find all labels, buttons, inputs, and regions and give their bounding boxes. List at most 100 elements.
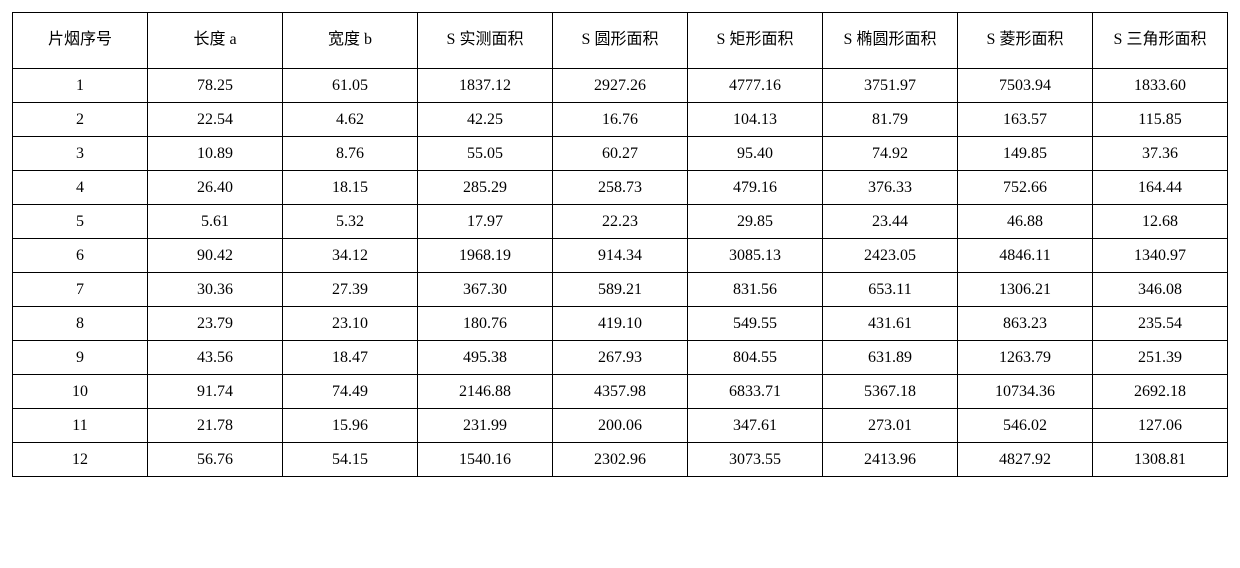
table-cell: 8 — [13, 307, 148, 341]
table-cell: 367.30 — [418, 273, 553, 307]
table-row: 1091.7474.492146.884357.986833.715367.18… — [13, 375, 1228, 409]
table-cell: 163.57 — [958, 103, 1093, 137]
table-cell: 3085.13 — [688, 239, 823, 273]
table-cell: 1308.81 — [1093, 443, 1228, 477]
table-cell: 54.15 — [283, 443, 418, 477]
table-cell: 21.78 — [148, 409, 283, 443]
table-cell: 1968.19 — [418, 239, 553, 273]
table-cell: 4777.16 — [688, 69, 823, 103]
table-row: 426.4018.15285.29258.73479.16376.33752.6… — [13, 171, 1228, 205]
table-cell: 1837.12 — [418, 69, 553, 103]
table-cell: 7503.94 — [958, 69, 1093, 103]
table-cell: 479.16 — [688, 171, 823, 205]
table-cell: 4827.92 — [958, 443, 1093, 477]
table-cell: 27.39 — [283, 273, 418, 307]
table-cell: 1833.60 — [1093, 69, 1228, 103]
table-cell: 2302.96 — [553, 443, 688, 477]
table-cell: 5 — [13, 205, 148, 239]
table-cell: 2423.05 — [823, 239, 958, 273]
table-cell: 2146.88 — [418, 375, 553, 409]
col-header-measured: S 实测面积 — [418, 13, 553, 69]
table-cell: 104.13 — [688, 103, 823, 137]
table-cell: 267.93 — [553, 341, 688, 375]
table-cell: 752.66 — [958, 171, 1093, 205]
table-cell: 258.73 — [553, 171, 688, 205]
table-cell: 10.89 — [148, 137, 283, 171]
table-cell: 55.05 — [418, 137, 553, 171]
col-header-length: 长度 a — [148, 13, 283, 69]
table-cell: 6 — [13, 239, 148, 273]
col-header-rhombus: S 菱形面积 — [958, 13, 1093, 69]
table-cell: 831.56 — [688, 273, 823, 307]
table-cell: 56.76 — [148, 443, 283, 477]
table-cell: 26.40 — [148, 171, 283, 205]
table-cell: 8.76 — [283, 137, 418, 171]
table-cell: 18.47 — [283, 341, 418, 375]
table-cell: 2692.18 — [1093, 375, 1228, 409]
table-cell: 23.44 — [823, 205, 958, 239]
table-cell: 251.39 — [1093, 341, 1228, 375]
col-header-index: 片烟序号 — [13, 13, 148, 69]
table-row: 222.544.6242.2516.76104.1381.79163.57115… — [13, 103, 1228, 137]
table-cell: 2927.26 — [553, 69, 688, 103]
table-cell: 347.61 — [688, 409, 823, 443]
table-cell: 7 — [13, 273, 148, 307]
table-cell: 91.74 — [148, 375, 283, 409]
table-cell: 653.11 — [823, 273, 958, 307]
col-header-circle: S 圆形面积 — [553, 13, 688, 69]
table-cell: 3 — [13, 137, 148, 171]
table-cell: 631.89 — [823, 341, 958, 375]
table-cell: 4846.11 — [958, 239, 1093, 273]
table-cell: 16.76 — [553, 103, 688, 137]
table-cell: 11 — [13, 409, 148, 443]
table-header: 片烟序号 长度 a 宽度 b S 实测面积 S 圆形面积 S 矩形面积 S 椭圆… — [13, 13, 1228, 69]
table-cell: 149.85 — [958, 137, 1093, 171]
table-cell: 2 — [13, 103, 148, 137]
table-cell: 37.36 — [1093, 137, 1228, 171]
table-cell: 231.99 — [418, 409, 553, 443]
table-cell: 285.29 — [418, 171, 553, 205]
table-cell: 4.62 — [283, 103, 418, 137]
table-body: 178.2561.051837.122927.264777.163751.977… — [13, 69, 1228, 477]
table-cell: 346.08 — [1093, 273, 1228, 307]
table-cell: 10 — [13, 375, 148, 409]
table-cell: 589.21 — [553, 273, 688, 307]
table-cell: 376.33 — [823, 171, 958, 205]
table-cell: 546.02 — [958, 409, 1093, 443]
table-cell: 22.54 — [148, 103, 283, 137]
table-cell: 863.23 — [958, 307, 1093, 341]
table-row: 823.7923.10180.76419.10549.55431.61863.2… — [13, 307, 1228, 341]
table-cell: 78.25 — [148, 69, 283, 103]
table-cell: 43.56 — [148, 341, 283, 375]
table-cell: 18.15 — [283, 171, 418, 205]
table-cell: 95.40 — [688, 137, 823, 171]
table-cell: 3751.97 — [823, 69, 958, 103]
table-cell: 2413.96 — [823, 443, 958, 477]
table-cell: 3073.55 — [688, 443, 823, 477]
table-cell: 164.44 — [1093, 171, 1228, 205]
table-cell: 74.49 — [283, 375, 418, 409]
data-table: 片烟序号 长度 a 宽度 b S 实测面积 S 圆形面积 S 矩形面积 S 椭圆… — [12, 12, 1228, 477]
table-cell: 273.01 — [823, 409, 958, 443]
table-cell: 6833.71 — [688, 375, 823, 409]
table-cell: 914.34 — [553, 239, 688, 273]
table-cell: 15.96 — [283, 409, 418, 443]
table-cell: 10734.36 — [958, 375, 1093, 409]
table-cell: 5.61 — [148, 205, 283, 239]
table-cell: 5367.18 — [823, 375, 958, 409]
table-cell: 495.38 — [418, 341, 553, 375]
table-cell: 4 — [13, 171, 148, 205]
table-cell: 9 — [13, 341, 148, 375]
table-cell: 29.85 — [688, 205, 823, 239]
table-row: 178.2561.051837.122927.264777.163751.977… — [13, 69, 1228, 103]
table-cell: 12.68 — [1093, 205, 1228, 239]
table-cell: 30.36 — [148, 273, 283, 307]
table-row: 55.615.3217.9722.2329.8523.4446.8812.68 — [13, 205, 1228, 239]
table-cell: 127.06 — [1093, 409, 1228, 443]
table-cell: 61.05 — [283, 69, 418, 103]
table-cell: 17.97 — [418, 205, 553, 239]
table-cell: 5.32 — [283, 205, 418, 239]
table-cell: 1340.97 — [1093, 239, 1228, 273]
table-cell: 4357.98 — [553, 375, 688, 409]
table-cell: 12 — [13, 443, 148, 477]
